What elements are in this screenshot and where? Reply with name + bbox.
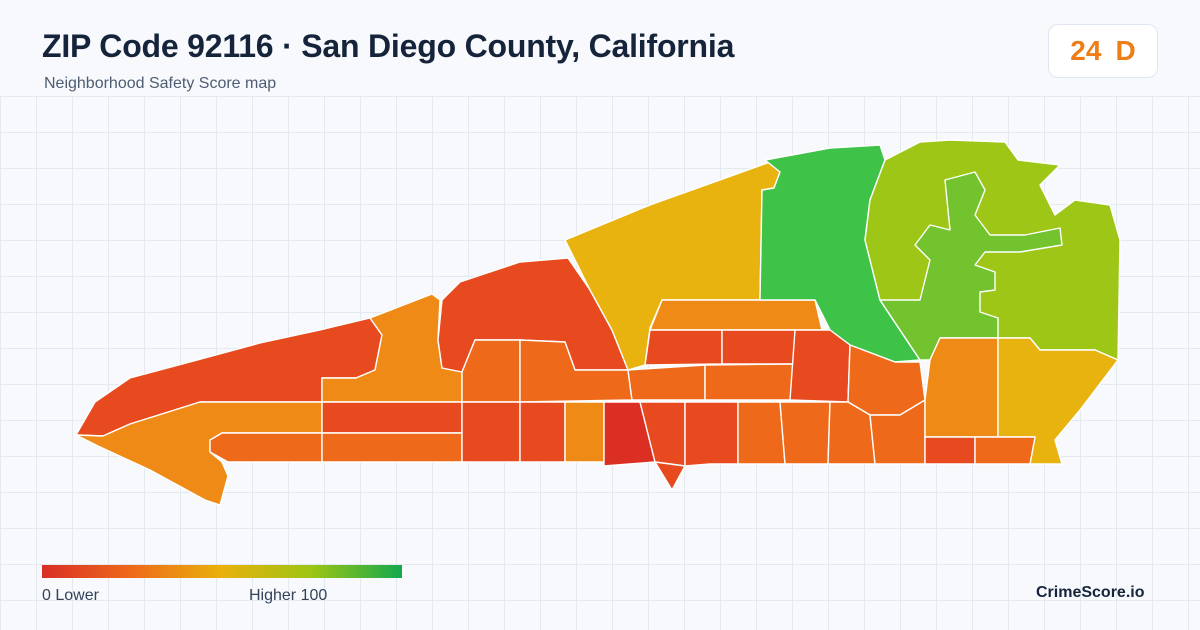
map-region-south-2[interactable] (684, 401, 739, 467)
map-region-south-spur[interactable] (654, 461, 686, 491)
map-region-central-5[interactable] (564, 401, 605, 463)
page-subtitle: Neighborhood Safety Score map (44, 75, 277, 92)
map-region-block-f[interactable] (704, 363, 796, 401)
map-region-east-orange[interactable] (924, 337, 999, 438)
map-region-block-c[interactable] (644, 329, 723, 366)
score-value: 24 (1070, 35, 1102, 66)
map-region-east-low-2[interactable] (974, 436, 1036, 465)
page-title: ZIP Code 92116 · San Diego County, Calif… (42, 28, 735, 64)
map-region-block-a[interactable] (321, 401, 463, 434)
map-region-west-band[interactable] (209, 432, 323, 463)
map-region-east-low-1[interactable] (924, 436, 976, 465)
map-region-block-b[interactable] (321, 432, 463, 463)
legend-color-scale (42, 565, 402, 578)
legend-max-label: Higher 100 (249, 587, 328, 604)
map-region-north-strip[interactable] (649, 299, 823, 331)
map-region-block-e[interactable] (627, 364, 706, 401)
map-region-south-4[interactable] (779, 401, 831, 465)
score-badge: 24 D (1048, 24, 1158, 78)
map-region-block-d[interactable] (721, 329, 796, 365)
score-grade: D (1115, 35, 1136, 66)
map-region-central-4[interactable] (519, 401, 566, 463)
map-region-south-3[interactable] (737, 401, 786, 465)
map-region-central-1[interactable] (461, 339, 521, 403)
map-region-block-g[interactable] (789, 329, 851, 403)
brand-logo[interactable]: CrimeScore.io (1036, 584, 1145, 601)
map-region-central-3[interactable] (461, 401, 521, 463)
legend-min-label: 0 Lower (42, 587, 99, 604)
